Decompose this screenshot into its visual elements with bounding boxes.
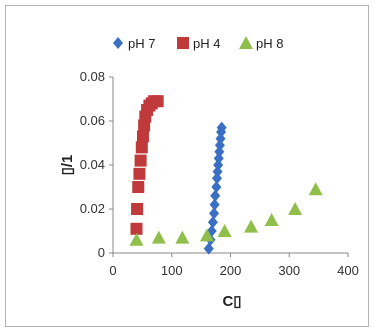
legend-label-ph4: pH 4 bbox=[193, 36, 220, 51]
legend-marker-ph7 bbox=[113, 37, 123, 49]
y-tick-label: 0.06 bbox=[80, 113, 105, 128]
data-point-ph8 bbox=[264, 213, 279, 226]
chart-frame bbox=[5, 5, 369, 327]
y-tick-label: 0.04 bbox=[80, 157, 105, 172]
x-tick-label: 200 bbox=[220, 263, 242, 278]
x-tick-label: 100 bbox=[161, 263, 183, 278]
x-tick-label: 300 bbox=[278, 263, 300, 278]
data-point-ph8 bbox=[151, 230, 166, 244]
data-point-ph4 bbox=[132, 181, 145, 193]
data-point-ph7 bbox=[203, 242, 214, 255]
x-tick-label: 400 bbox=[337, 263, 359, 278]
data-point-ph7 bbox=[216, 121, 227, 134]
legend-label-ph8: pH 8 bbox=[256, 36, 283, 51]
data-point-ph8 bbox=[217, 224, 232, 237]
data-point-ph7 bbox=[210, 189, 221, 202]
data-point-ph4 bbox=[134, 154, 147, 167]
legend: pH 7 pH 4 pH 8 bbox=[113, 36, 283, 51]
data-point-ph8 bbox=[129, 232, 144, 246]
data-point-ph7 bbox=[207, 216, 218, 229]
data-point-ph7 bbox=[209, 198, 220, 211]
legend-marker-ph4 bbox=[177, 37, 189, 49]
y-axis-title: ▯/1 bbox=[59, 155, 76, 176]
data-point-ph8 bbox=[288, 202, 303, 215]
data-point-ph4 bbox=[136, 130, 149, 143]
data-point-ph4 bbox=[133, 167, 146, 180]
x-axis-title: C▯ bbox=[222, 293, 241, 310]
data-point-ph7 bbox=[209, 207, 220, 220]
data-point-ph4 bbox=[131, 203, 144, 215]
data-point-ph4 bbox=[151, 95, 164, 108]
data-point-ph4 bbox=[130, 222, 143, 235]
y-tick-label: 0 bbox=[98, 245, 105, 260]
y-tick-label: 0.08 bbox=[80, 69, 105, 84]
data-point-ph8 bbox=[200, 228, 214, 242]
data-point-ph7 bbox=[211, 181, 222, 193]
data-points bbox=[129, 95, 323, 255]
data-point-ph4 bbox=[135, 141, 148, 154]
y-axis: 0 0.02 0.04 0.06 0.08 bbox=[80, 69, 114, 260]
x-tick-label: 0 bbox=[109, 263, 116, 278]
data-point-ph8 bbox=[244, 219, 259, 233]
data-point-ph8 bbox=[308, 182, 323, 196]
x-axis: 0 100 200 300 400 bbox=[109, 252, 359, 278]
legend-label-ph7: pH 7 bbox=[128, 36, 155, 51]
y-tick-label: 0.02 bbox=[80, 201, 105, 216]
legend-marker-ph8 bbox=[239, 36, 253, 49]
data-point-ph4 bbox=[138, 119, 151, 132]
data-point-ph8 bbox=[175, 230, 190, 244]
